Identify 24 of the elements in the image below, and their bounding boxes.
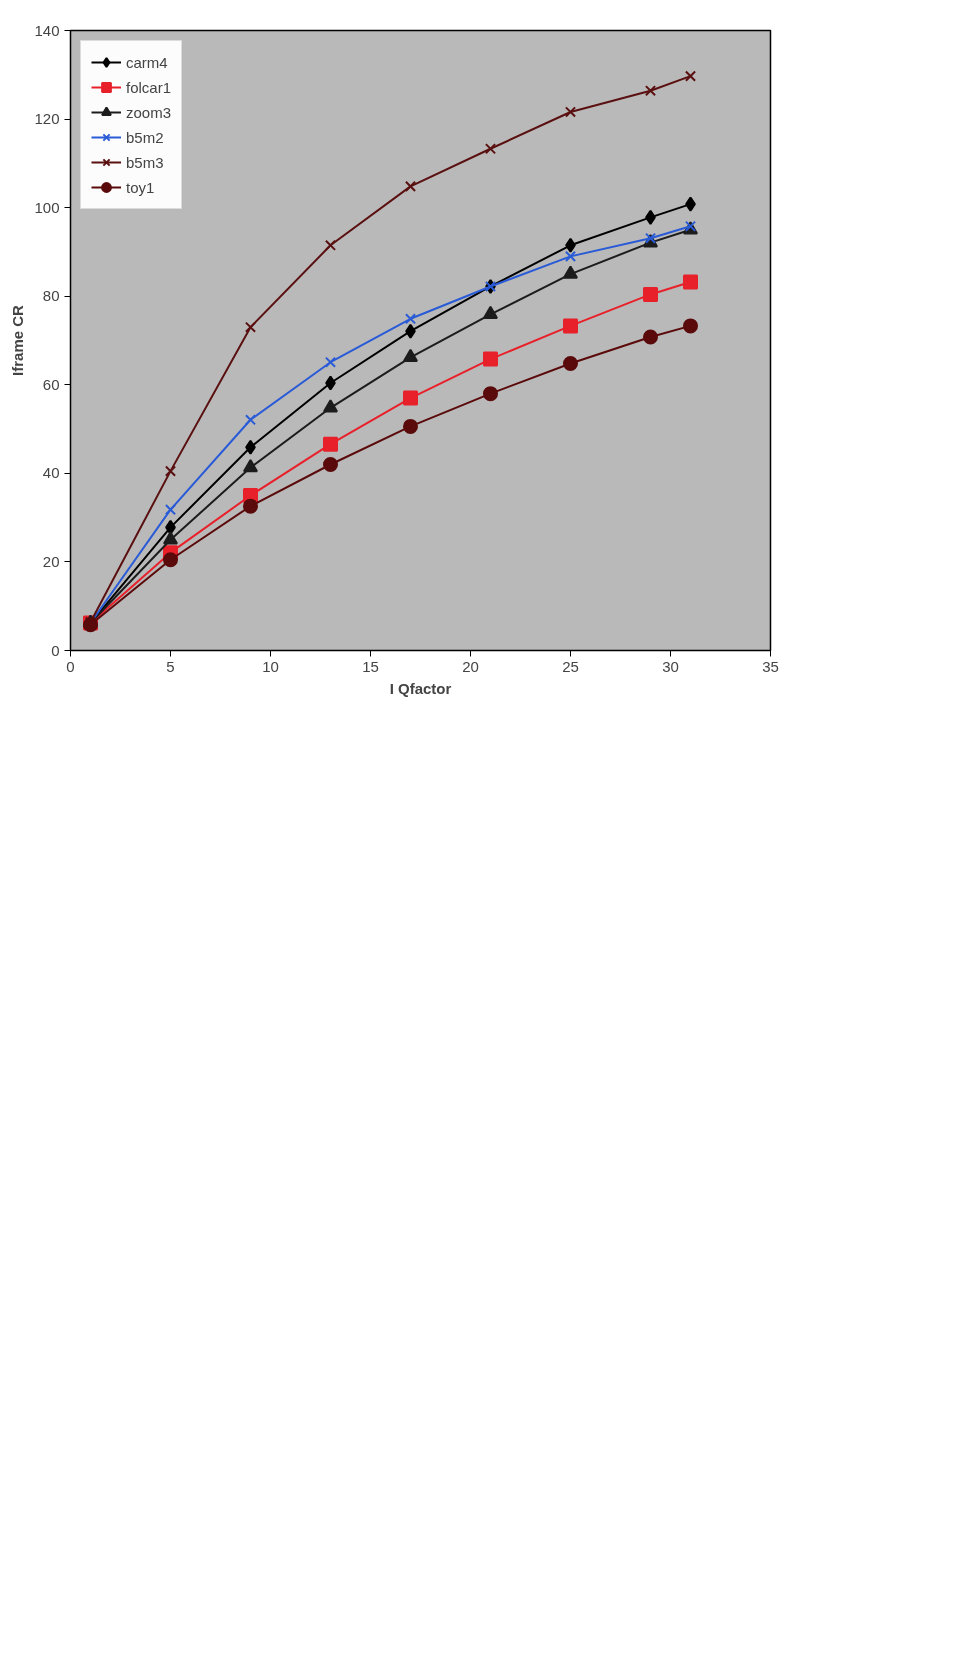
y-axis-title: Iframe CR: [9, 304, 27, 376]
legend-label: zoom3: [126, 103, 172, 121]
x-axis-title: I Qfactor: [389, 679, 452, 697]
legend-label: b5m2: [126, 128, 164, 146]
legend-label: carm4: [126, 53, 168, 71]
y-tick-label: 120: [34, 110, 60, 128]
x-tick-label: 20: [462, 657, 479, 675]
x-tick-label: 5: [166, 657, 175, 675]
x-tick-label: 15: [362, 657, 379, 675]
y-tick-label: 60: [42, 375, 60, 393]
x-tick-label: 25: [562, 657, 579, 675]
y-tick-label: 140: [34, 21, 60, 39]
legend-label: b5m3: [126, 153, 164, 171]
y-tick-label: 0: [51, 641, 60, 659]
x-tick-label: 35: [762, 657, 779, 675]
y-tick-label: 20: [42, 552, 60, 570]
y-tick-label: 100: [34, 198, 60, 216]
x-tick-label: 0: [66, 657, 75, 675]
y-tick-label: 80: [42, 287, 60, 305]
x-tick-label: 10: [262, 657, 279, 675]
legend-label: folcar1: [126, 78, 172, 96]
legend-label: toy1: [126, 178, 155, 196]
y-tick-label: 40: [42, 464, 60, 482]
x-tick-label: 30: [662, 657, 679, 675]
